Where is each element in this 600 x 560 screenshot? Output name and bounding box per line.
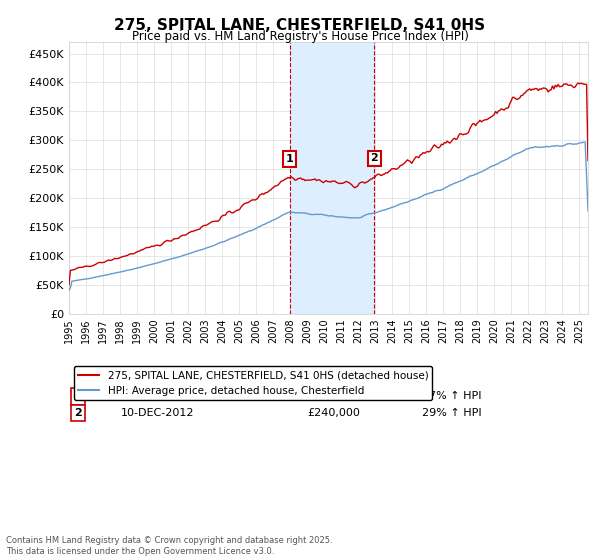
Text: 1: 1 — [286, 154, 293, 164]
Text: 275, SPITAL LANE, CHESTERFIELD, S41 0HS: 275, SPITAL LANE, CHESTERFIELD, S41 0HS — [115, 18, 485, 33]
Text: £240,000: £240,000 — [308, 408, 361, 418]
Text: 2: 2 — [371, 153, 379, 164]
Text: 17% ↑ HPI: 17% ↑ HPI — [422, 391, 481, 402]
Legend: 275, SPITAL LANE, CHESTERFIELD, S41 0HS (detached house), HPI: Average price, de: 275, SPITAL LANE, CHESTERFIELD, S41 0HS … — [74, 366, 433, 400]
Text: 18-DEC-2007: 18-DEC-2007 — [121, 391, 194, 402]
Text: £239,000: £239,000 — [308, 391, 361, 402]
Text: Price paid vs. HM Land Registry's House Price Index (HPI): Price paid vs. HM Land Registry's House … — [131, 30, 469, 43]
Text: 1: 1 — [74, 391, 82, 402]
Text: 10-DEC-2012: 10-DEC-2012 — [121, 408, 194, 418]
Bar — [290, 42, 374, 314]
Text: 2: 2 — [74, 408, 82, 418]
Text: 29% ↑ HPI: 29% ↑ HPI — [422, 408, 482, 418]
Text: Contains HM Land Registry data © Crown copyright and database right 2025.
This d: Contains HM Land Registry data © Crown c… — [6, 536, 332, 556]
